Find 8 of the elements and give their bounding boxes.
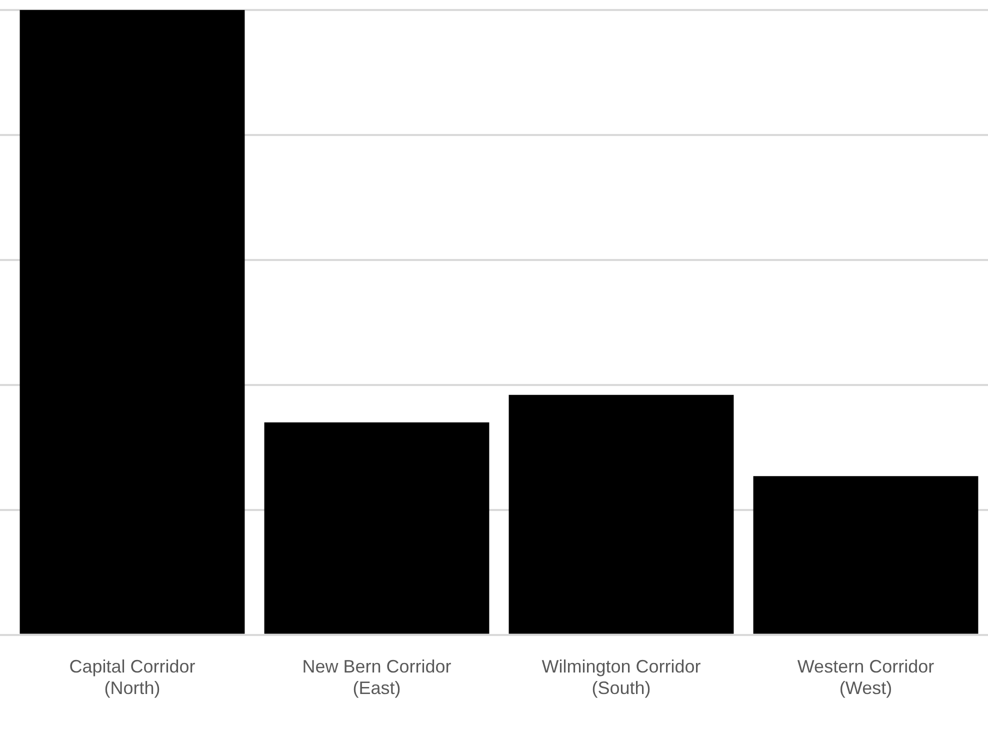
x-tick-label: Capital Corridor (North) xyxy=(69,656,196,698)
x-tick-label: Wilmington Corridor (South) xyxy=(542,656,701,698)
x-tick-label: Western Corridor (West) xyxy=(797,656,934,698)
bar xyxy=(20,10,245,634)
bar xyxy=(508,394,734,634)
bar xyxy=(264,422,490,634)
bar xyxy=(753,476,978,634)
x-tick-label: New Bern Corridor (East) xyxy=(302,656,452,698)
